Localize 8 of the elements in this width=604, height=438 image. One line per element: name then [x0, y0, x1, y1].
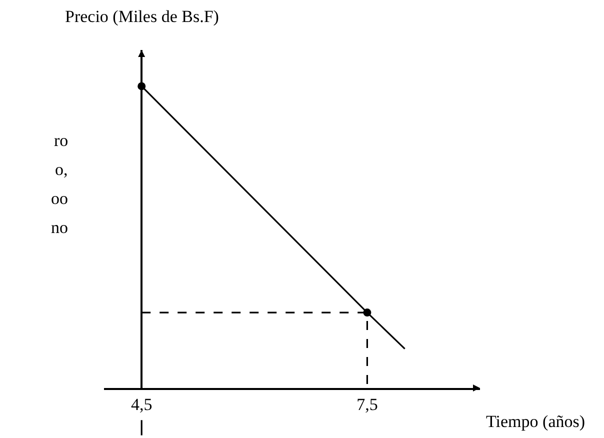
- x-tick-label: 4,5: [130, 395, 152, 414]
- y-axis-title: Precio (Miles de Bs.F): [65, 7, 219, 26]
- x-tick-label: 7,5: [356, 395, 378, 414]
- text: ro: [54, 131, 68, 150]
- x-axis-title: Tiempo (años): [486, 412, 586, 431]
- text: no: [51, 218, 68, 237]
- text: oo: [51, 189, 68, 208]
- text: o,: [55, 160, 68, 179]
